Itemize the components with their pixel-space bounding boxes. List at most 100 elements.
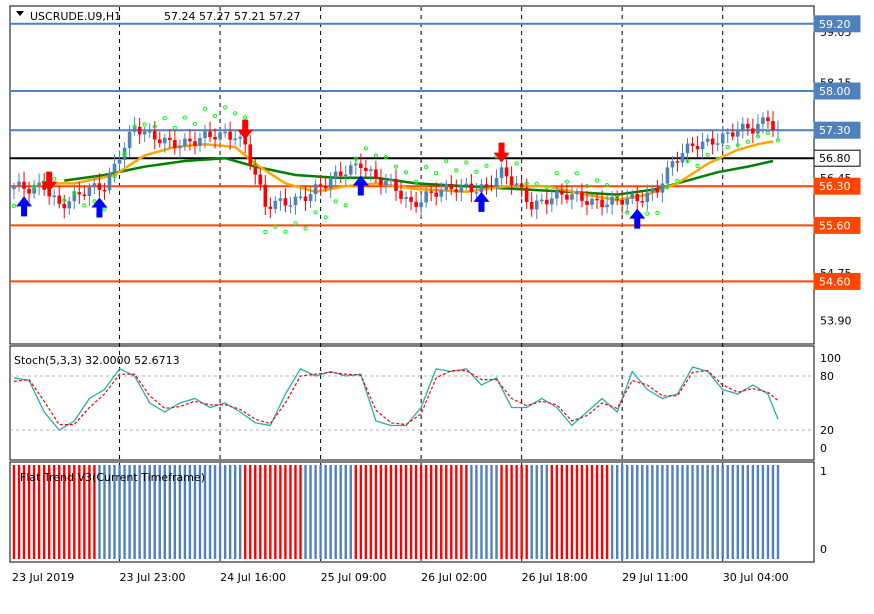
candle-body — [544, 199, 549, 205]
sar-dot — [192, 121, 198, 126]
candle-body — [112, 163, 117, 173]
candle-body — [600, 199, 604, 208]
candle-body — [590, 198, 594, 205]
sar-dot — [363, 146, 368, 151]
candle-body — [107, 172, 112, 191]
sar-dot — [584, 183, 590, 189]
candle-body — [348, 165, 353, 175]
level-tag-label: 59.20 — [819, 18, 851, 31]
candle-body — [157, 139, 162, 144]
sar-dot — [615, 195, 620, 200]
candle-body — [620, 200, 624, 205]
sar-dot — [725, 144, 730, 150]
time-axis-label: 25 Jul 09:00 — [321, 571, 387, 584]
candle-body — [695, 146, 700, 150]
sar-dot — [82, 203, 87, 208]
candle-body — [117, 159, 122, 164]
candle-body — [560, 190, 564, 195]
candle-body — [534, 200, 539, 210]
chart-menu-icon[interactable] — [16, 11, 24, 16]
candle-body — [479, 184, 484, 193]
sar-dot — [263, 229, 268, 235]
buy-arrow-icon — [473, 191, 490, 212]
stochastic-tick-label: 80 — [820, 370, 834, 383]
sar-dot — [132, 124, 137, 129]
candle-body — [504, 167, 509, 177]
sar-dot — [353, 156, 358, 162]
candle-body — [660, 183, 665, 193]
level-tag-box — [813, 82, 861, 100]
candle-body — [680, 153, 685, 163]
candle-body — [22, 181, 26, 189]
candle-body — [92, 183, 97, 188]
candle-body — [555, 190, 559, 199]
candle-body — [67, 201, 72, 209]
parabolic-sar — [11, 105, 781, 235]
sar-dot — [32, 184, 37, 189]
candle-body — [730, 132, 735, 137]
candle-body — [17, 181, 21, 187]
sar-dot — [695, 163, 700, 169]
stochastic-title: Stoch(5,3,3) 32.0000 52.6713 — [14, 354, 180, 367]
sar-dot — [11, 203, 17, 208]
candle-body — [318, 184, 323, 187]
candle-body — [233, 138, 237, 141]
candle-body — [127, 131, 132, 148]
stochastic-lines — [13, 366, 779, 431]
trend-title: Flat Trend V3(Current Timeframe) — [20, 471, 205, 484]
sar-dot — [233, 111, 238, 116]
sar-dot — [72, 190, 77, 195]
candle-body — [57, 195, 62, 204]
candle-body — [565, 194, 569, 200]
candle-body — [32, 185, 36, 194]
candle-body — [263, 184, 268, 207]
stochastic-tick-label: 0 — [820, 442, 827, 455]
candle-body — [369, 169, 373, 171]
ohlc-label: 57.24 57.27 57.21 57.27 — [164, 10, 300, 23]
candle-body — [384, 180, 388, 186]
sar-dot — [182, 115, 187, 120]
level-tag-label: 57.30 — [819, 124, 851, 137]
level-tag-label: 54.60 — [819, 275, 851, 288]
candle-body — [746, 123, 750, 129]
candle-body — [228, 131, 232, 140]
candle-body — [162, 137, 167, 144]
stochastic-tick-label: 100 — [820, 352, 841, 365]
candle-body — [404, 197, 408, 199]
candle-body — [328, 178, 333, 189]
time-axis-label: 26 Jul 02:00 — [421, 571, 487, 584]
time-axis-label: 23 Jul 23:00 — [120, 571, 186, 584]
candle-body — [575, 191, 579, 195]
sar-dot — [605, 182, 610, 188]
level-tag-box — [813, 15, 861, 33]
candle-body — [570, 194, 574, 200]
candle-body — [514, 183, 519, 186]
sar-dot — [554, 170, 559, 176]
candle-body — [610, 196, 614, 205]
sar-dot — [564, 179, 569, 184]
candle-body — [238, 136, 242, 139]
sar-dot — [705, 152, 710, 157]
sar-dot — [715, 156, 720, 161]
candle-body — [655, 188, 660, 193]
candle-body — [414, 201, 418, 207]
candle-body — [178, 146, 182, 149]
sell-arrow-icon — [493, 142, 510, 163]
candle-body — [650, 188, 655, 193]
stochastic-levels — [10, 375, 814, 431]
candle-body — [323, 186, 328, 189]
price-tick-label: 53.90 — [820, 315, 852, 328]
sar-dot — [524, 181, 529, 186]
sar-dot — [253, 162, 258, 167]
level-tag-box — [813, 272, 861, 290]
time-axis-label: 26 Jul 18:00 — [522, 571, 588, 584]
sar-dot — [594, 178, 600, 183]
candle-body — [494, 177, 499, 188]
sar-dot — [665, 184, 670, 189]
candle-body — [183, 138, 187, 147]
sar-dot — [162, 116, 167, 121]
sar-dot — [424, 164, 429, 170]
candle-body — [374, 169, 378, 179]
candle-body — [489, 185, 494, 188]
sar-dot — [62, 198, 67, 203]
